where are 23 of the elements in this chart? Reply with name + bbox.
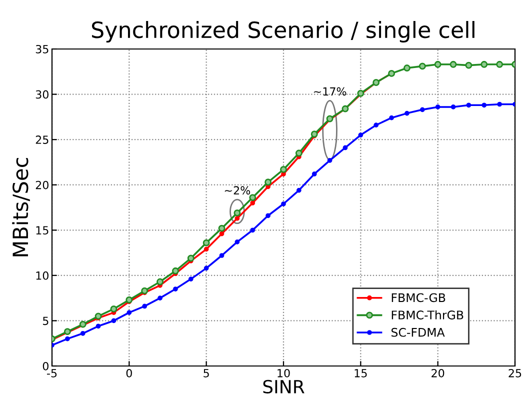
y-tick-label: 5 (43, 316, 48, 326)
y-tick-label: 0 (42, 362, 48, 370)
y-tick-label: 30 (36, 90, 48, 99)
annotation: ~2% (224, 186, 250, 195)
x-tick-label: 10 (278, 368, 290, 378)
x-tick-label: 0 (126, 368, 132, 378)
x-tick-label: 5 (204, 369, 209, 378)
legend-label: SC-FDMA (392, 328, 445, 337)
x-tick-label: -5 (47, 369, 57, 378)
y-tick-label: 20 (36, 180, 48, 190)
chart-title: Synchronized Scenario / single cell (92, 21, 474, 43)
y-tick-label: 15 (36, 226, 48, 235)
x-tick-label: 20 (432, 368, 444, 378)
annotation: ~17% (314, 87, 346, 96)
y-tick-label: 25 (36, 136, 48, 144)
legend-label: FBMC-GB (392, 293, 446, 302)
y-axis-title: MBits/Sec (12, 158, 30, 256)
y-tick-label: 35 (36, 44, 48, 54)
x-tick-label: 25 (508, 368, 522, 378)
x-tick-label: 15 (354, 369, 367, 378)
y-tick-label: 10 (36, 271, 48, 280)
legend-label: FBMC-ThrGB (392, 310, 464, 320)
x-axis-title: SINR (263, 380, 304, 394)
